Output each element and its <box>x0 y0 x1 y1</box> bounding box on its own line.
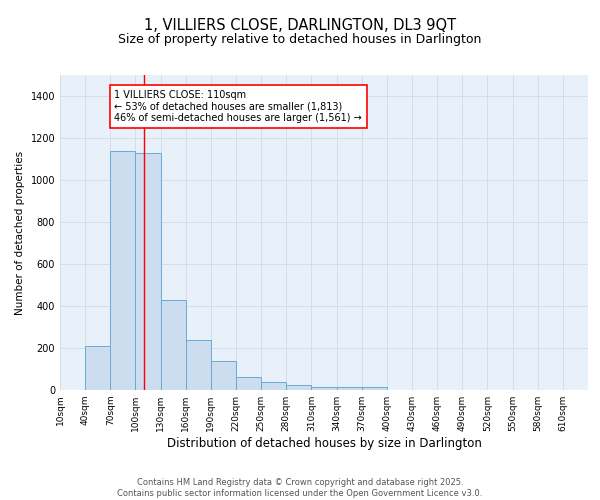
Bar <box>337 388 362 390</box>
Y-axis label: Number of detached properties: Number of detached properties <box>15 150 25 314</box>
Text: Contains HM Land Registry data © Crown copyright and database right 2025.
Contai: Contains HM Land Registry data © Crown c… <box>118 478 482 498</box>
Bar <box>110 150 136 390</box>
Bar <box>186 340 211 390</box>
Bar <box>161 300 186 390</box>
Bar <box>261 382 286 390</box>
Bar <box>311 388 337 390</box>
Bar <box>286 385 311 390</box>
Bar <box>211 360 236 390</box>
X-axis label: Distribution of detached houses by size in Darlington: Distribution of detached houses by size … <box>167 437 481 450</box>
Bar <box>362 388 387 390</box>
Bar <box>136 152 161 390</box>
Text: 1 VILLIERS CLOSE: 110sqm
← 53% of detached houses are smaller (1,813)
46% of sem: 1 VILLIERS CLOSE: 110sqm ← 53% of detach… <box>115 90 362 123</box>
Text: Size of property relative to detached houses in Darlington: Size of property relative to detached ho… <box>118 32 482 46</box>
Bar <box>85 346 110 390</box>
Bar <box>236 378 261 390</box>
Text: 1, VILLIERS CLOSE, DARLINGTON, DL3 9QT: 1, VILLIERS CLOSE, DARLINGTON, DL3 9QT <box>144 18 456 32</box>
